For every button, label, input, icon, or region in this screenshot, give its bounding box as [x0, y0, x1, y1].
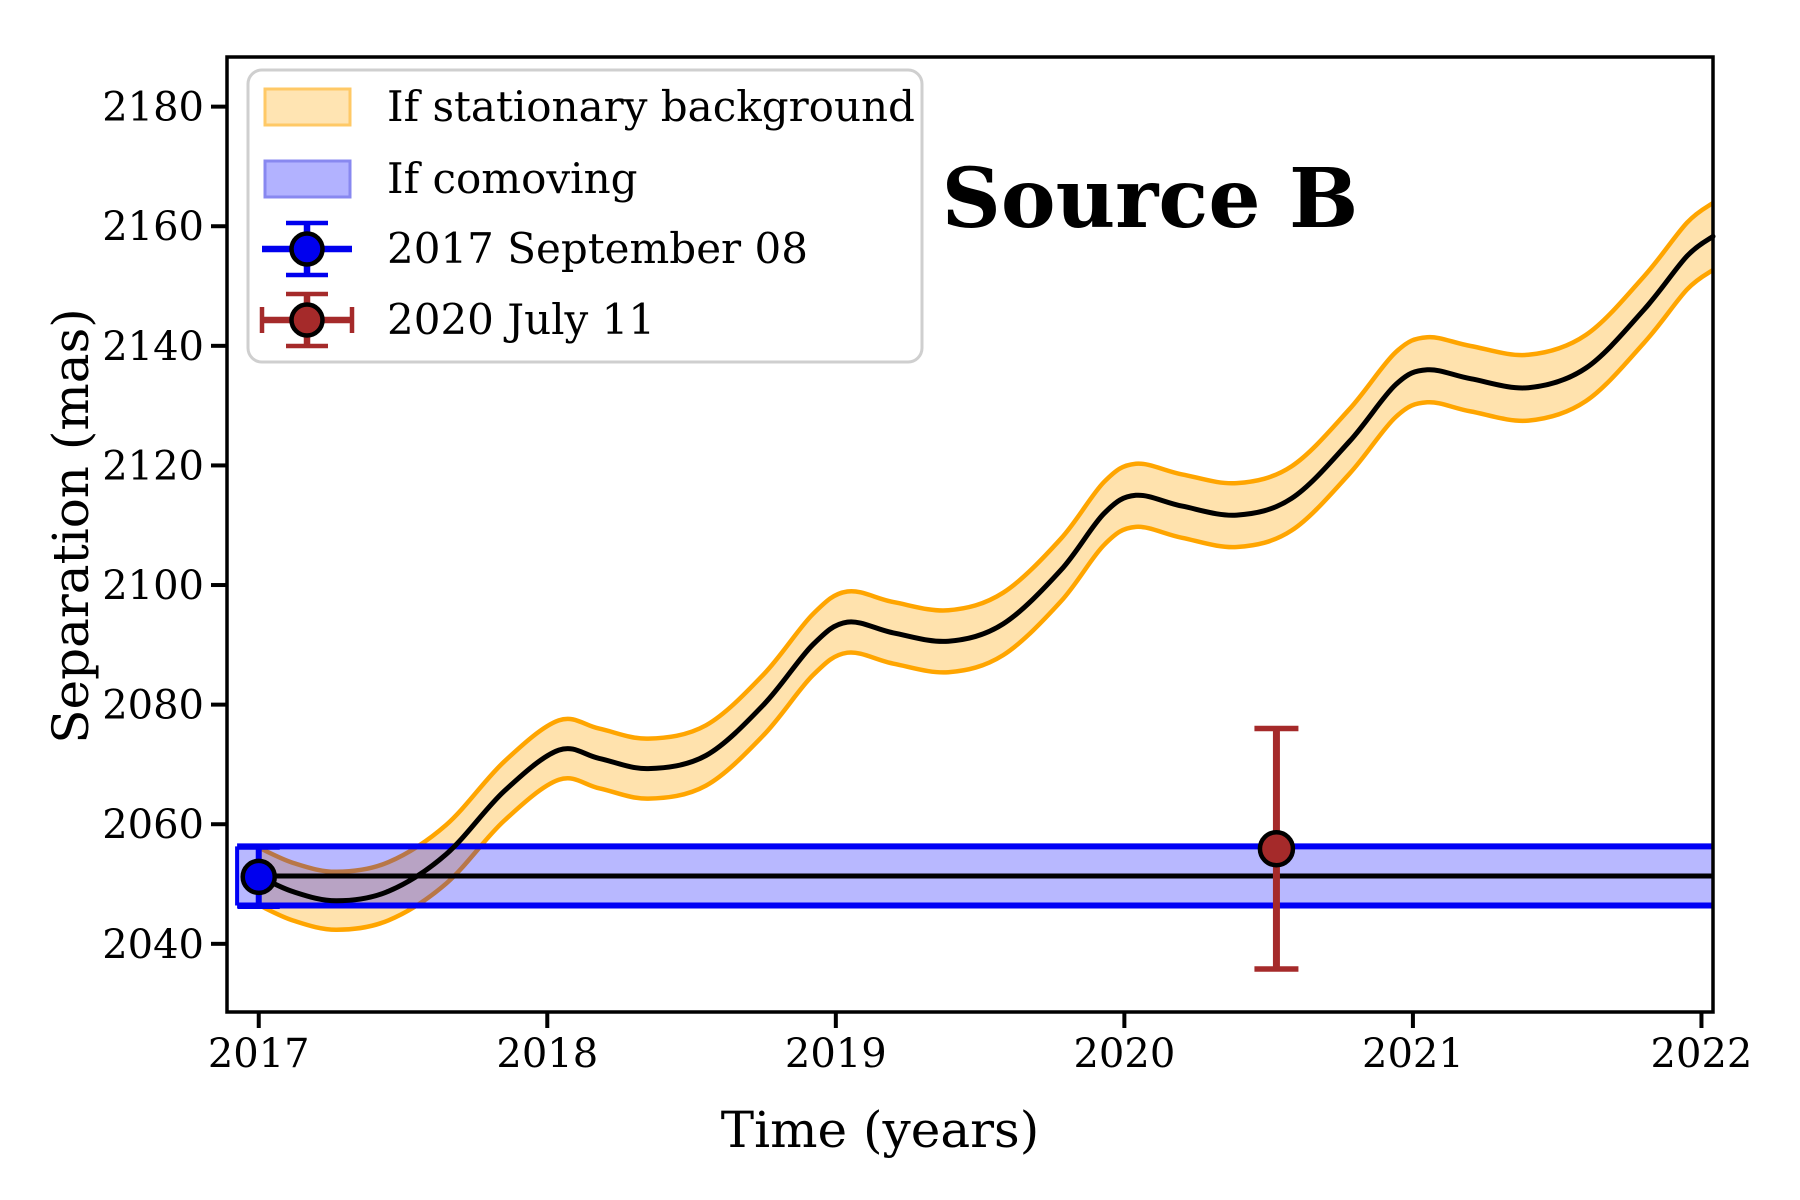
legend-swatch-epoch2: [259, 291, 355, 349]
y-axis-label: Separation (mas): [42, 308, 100, 744]
x-axis-label: Time (years): [721, 1101, 1039, 1159]
stationary-band-lower-edge: [257, 268, 1715, 932]
y-tick-label: 2160: [102, 204, 204, 250]
legend-label: 2017 September 08: [387, 224, 808, 273]
x-tick-label: 2020: [1073, 1031, 1175, 1077]
stationary-band-fill: [258, 202, 1714, 930]
legend-swatch-stationary: [263, 87, 352, 127]
legend-swatch-comoving: [263, 159, 352, 199]
legend-label: If stationary background: [387, 82, 915, 131]
x-tick-label: 2018: [496, 1031, 598, 1077]
legend-swatch-epoch1-marker: [289, 231, 325, 267]
legend-label: 2020 July 11: [387, 295, 655, 344]
stationary-band-upper-edge: [257, 201, 1715, 875]
x-tick-label: 2021: [1362, 1031, 1464, 1077]
chart-title: Source B: [942, 151, 1359, 247]
legend-swatch-epoch2-marker: [289, 302, 325, 338]
x-tick-label: 2022: [1651, 1031, 1753, 1077]
legend-label: If comoving: [387, 154, 638, 203]
y-tick-label: 2060: [102, 802, 204, 848]
y-tick-label: 2120: [102, 443, 204, 489]
y-tick-label: 2080: [102, 683, 204, 729]
stationary-model-line: [256, 233, 1716, 904]
epoch-2020jul11-marker: [1257, 829, 1296, 868]
legend: If stationary background If comoving 2017 …: [246, 68, 924, 364]
y-tick-label: 2180: [102, 85, 204, 131]
legend-swatch-epoch1: [262, 220, 352, 278]
legend-box: [246, 68, 924, 364]
x-tick-label: 2019: [785, 1031, 887, 1077]
epoch-2017sep08-marker: [240, 858, 277, 896]
plot-border: [225, 55, 1715, 1014]
y-tick-label: 2040: [102, 922, 204, 968]
x-tick-label: 2017: [208, 1031, 310, 1077]
y-tick-label: 2140: [102, 324, 204, 370]
y-tick-label: 2100: [102, 563, 204, 609]
